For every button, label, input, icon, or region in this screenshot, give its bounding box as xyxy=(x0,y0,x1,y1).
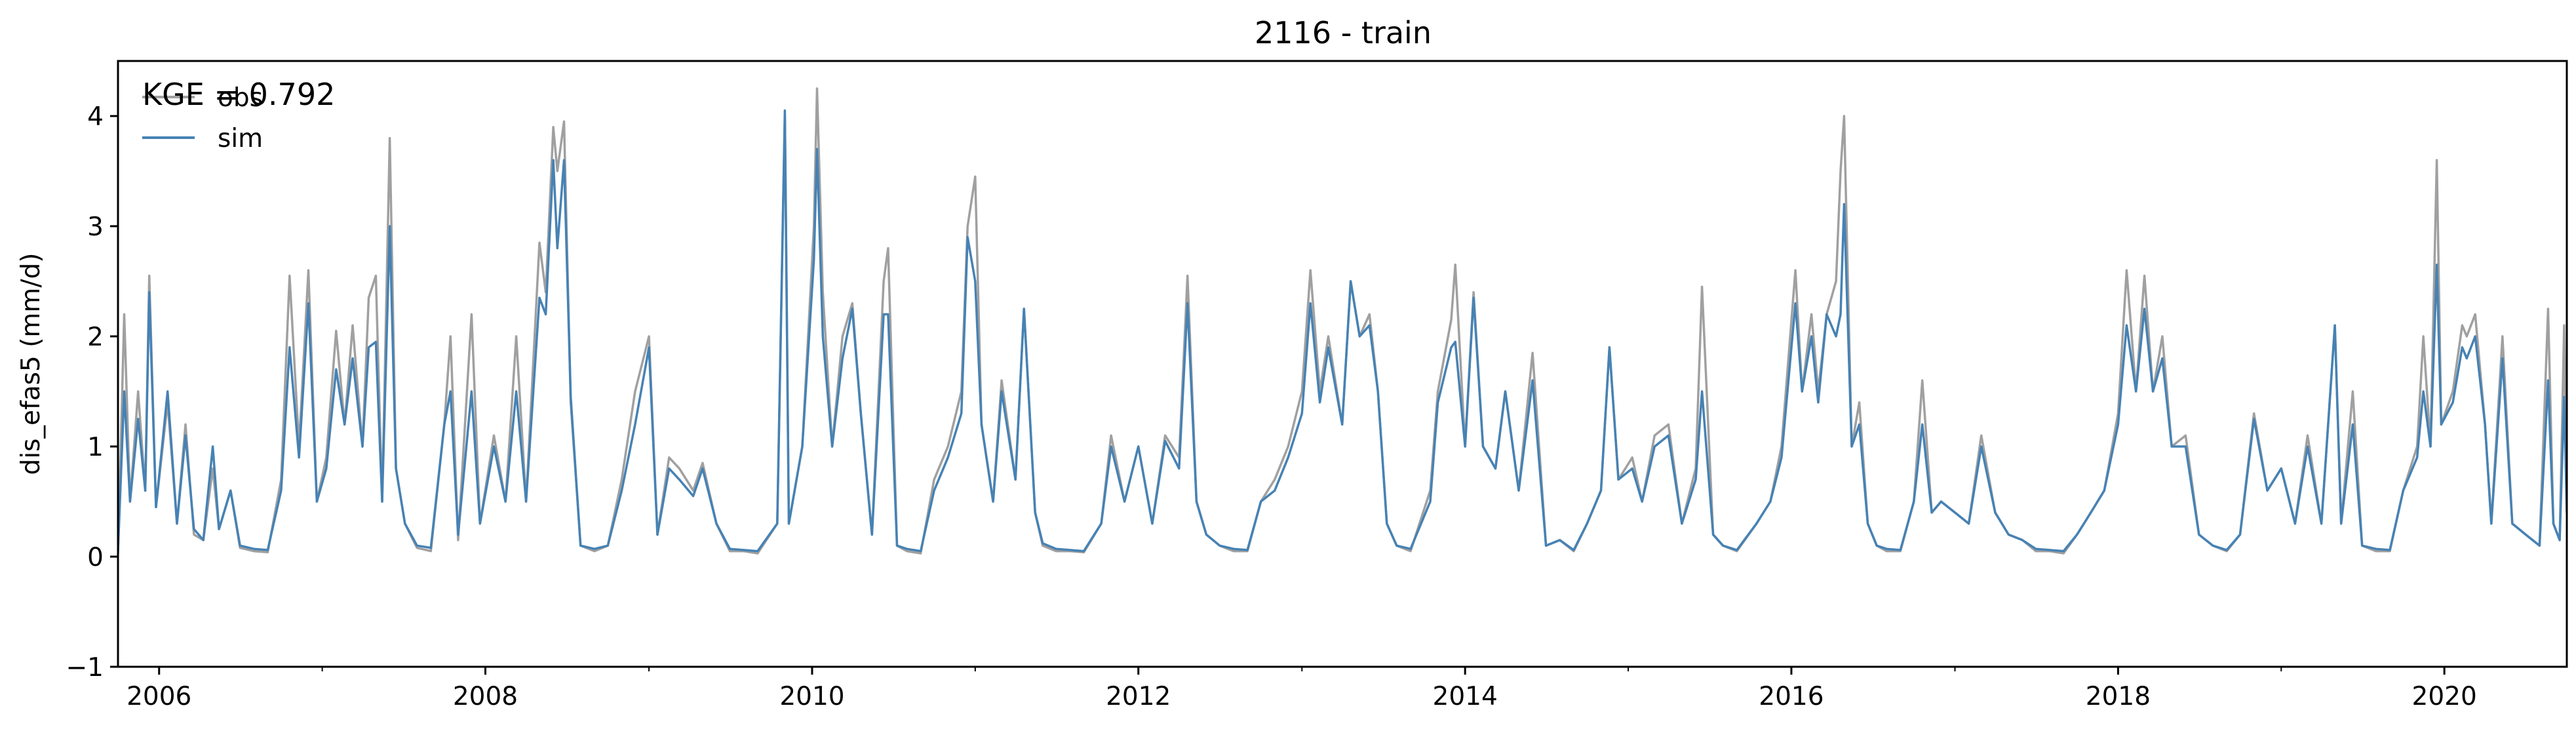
legend-label-sim: sim xyxy=(218,124,263,153)
legend-label-obs: obs xyxy=(218,83,263,113)
legend: obs sim xyxy=(142,83,263,153)
x-tick-label: 2018 xyxy=(2086,682,2151,711)
y-tick-label: 1 xyxy=(87,433,104,462)
y-tick-label: 0 xyxy=(87,543,104,572)
chart-title: 2116 - train xyxy=(1255,15,1432,50)
x-tick-label: 2006 xyxy=(127,682,191,711)
x-tick-label: 2012 xyxy=(1106,682,1171,711)
y-tick-label: −1 xyxy=(66,653,104,683)
series-line-sim xyxy=(118,109,2567,553)
x-tick-label: 2014 xyxy=(1433,682,1498,711)
x-tick-label: 2008 xyxy=(453,682,518,711)
x-tick-label: 2016 xyxy=(1759,682,1824,711)
x-tick-label: 2020 xyxy=(2412,682,2477,711)
y-tick-label: 4 xyxy=(87,102,104,132)
y-axis-label: dis_efas5 (mm/d) xyxy=(16,253,46,475)
x-tick-label: 2010 xyxy=(779,682,844,711)
y-tick-label: 3 xyxy=(87,212,104,242)
plot-area xyxy=(117,60,2568,668)
series-line-obs xyxy=(118,87,2567,555)
x-axis: 2006 2008 2010 2012 2014 2016 2018 2020 xyxy=(127,667,2477,711)
y-tick-label: 2 xyxy=(87,323,104,352)
plot-frame xyxy=(117,60,2568,668)
kge-annotation: KGE = 0.792 xyxy=(142,77,335,112)
y-axis: −1 0 1 2 3 4 xyxy=(66,102,118,683)
series-layer xyxy=(118,87,2567,555)
